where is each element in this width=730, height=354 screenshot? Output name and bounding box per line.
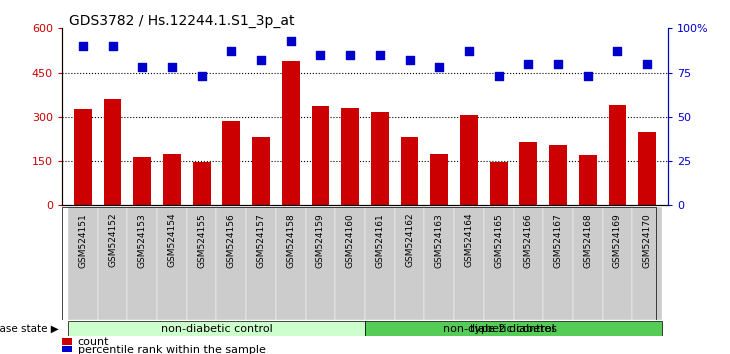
Bar <box>460 115 478 205</box>
Text: type 2 diabetes: type 2 diabetes <box>470 324 557 334</box>
Bar <box>187 207 217 320</box>
Point <box>315 52 326 58</box>
Bar <box>365 321 662 336</box>
Bar <box>98 207 128 320</box>
Bar <box>365 207 395 320</box>
Bar <box>484 207 513 320</box>
Bar <box>632 207 662 320</box>
Bar <box>252 137 270 205</box>
Bar <box>74 109 92 205</box>
Text: disease state ▶: disease state ▶ <box>0 324 58 334</box>
Text: count: count <box>78 337 110 347</box>
Text: GSM524151: GSM524151 <box>78 213 88 268</box>
Text: non-diabetic control: non-diabetic control <box>443 324 555 334</box>
Bar <box>395 207 424 320</box>
Bar <box>282 61 299 205</box>
Bar <box>104 99 121 205</box>
Point <box>166 64 178 70</box>
Point <box>463 48 474 54</box>
Text: GSM524157: GSM524157 <box>256 213 266 268</box>
Text: non-diabetic control: non-diabetic control <box>161 324 272 334</box>
Bar <box>401 137 418 205</box>
Bar <box>246 207 276 320</box>
Point <box>404 57 415 63</box>
Bar <box>341 108 359 205</box>
Point <box>345 52 356 58</box>
Bar <box>424 207 454 320</box>
Point <box>107 43 118 49</box>
Text: GSM524158: GSM524158 <box>286 213 295 268</box>
Bar <box>579 155 596 205</box>
Text: percentile rank within the sample: percentile rank within the sample <box>78 345 266 354</box>
Bar <box>62 338 72 344</box>
Text: GSM524170: GSM524170 <box>642 213 652 268</box>
Bar <box>454 207 484 320</box>
Text: GSM524164: GSM524164 <box>464 213 474 267</box>
Bar <box>513 207 543 320</box>
Bar <box>312 107 329 205</box>
Point <box>523 61 534 67</box>
Point <box>642 61 653 67</box>
Text: GSM524153: GSM524153 <box>138 213 147 268</box>
Bar <box>276 207 306 320</box>
Bar <box>163 154 181 205</box>
Point <box>434 64 445 70</box>
Point <box>374 52 385 58</box>
Text: GSM524169: GSM524169 <box>613 213 622 268</box>
Bar <box>193 162 210 205</box>
Text: GSM524163: GSM524163 <box>435 213 444 268</box>
Bar <box>549 145 567 205</box>
Bar <box>306 207 335 320</box>
Point <box>226 48 237 54</box>
Point <box>552 61 564 67</box>
Point <box>612 48 623 54</box>
Point <box>582 73 593 79</box>
Text: GSM524161: GSM524161 <box>375 213 385 268</box>
Bar <box>490 162 507 205</box>
Bar <box>157 207 187 320</box>
Text: GSM524165: GSM524165 <box>494 213 503 268</box>
Text: GSM524156: GSM524156 <box>227 213 236 268</box>
Point <box>196 73 207 79</box>
Point <box>77 43 88 49</box>
Bar <box>335 207 365 320</box>
Bar <box>128 207 157 320</box>
Bar <box>602 207 632 320</box>
Bar <box>543 207 573 320</box>
Point <box>285 38 296 44</box>
Text: GSM524162: GSM524162 <box>405 213 414 267</box>
Bar <box>217 207 246 320</box>
Bar <box>68 207 98 320</box>
Text: GSM524154: GSM524154 <box>167 213 177 267</box>
Bar <box>68 321 365 336</box>
Text: GSM524168: GSM524168 <box>583 213 592 268</box>
Text: GSM524167: GSM524167 <box>553 213 563 268</box>
Text: GDS3782 / Hs.12244.1.S1_3p_at: GDS3782 / Hs.12244.1.S1_3p_at <box>69 14 295 28</box>
Bar <box>62 347 72 353</box>
Bar <box>134 156 151 205</box>
Bar <box>573 207 602 320</box>
Text: GSM524160: GSM524160 <box>345 213 355 268</box>
Bar <box>431 154 448 205</box>
Bar <box>520 142 537 205</box>
Bar <box>638 132 656 205</box>
Point <box>493 73 504 79</box>
Bar <box>609 105 626 205</box>
Text: GSM524159: GSM524159 <box>316 213 325 268</box>
Text: GSM524152: GSM524152 <box>108 213 117 267</box>
Point <box>255 57 267 63</box>
Text: GSM524155: GSM524155 <box>197 213 206 268</box>
Bar <box>223 121 240 205</box>
Bar <box>371 113 389 205</box>
Text: GSM524166: GSM524166 <box>524 213 533 268</box>
Point <box>137 64 148 70</box>
